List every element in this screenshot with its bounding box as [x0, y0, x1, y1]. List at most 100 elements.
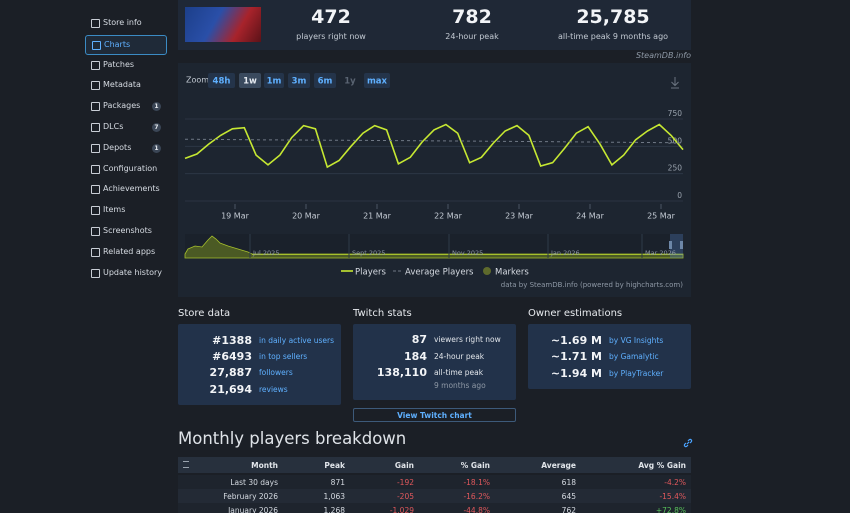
sidebar-icon [91, 19, 100, 28]
navigator-label: Nov 2025 [452, 249, 483, 257]
sidebar-item[interactable]: Update history [85, 264, 167, 284]
sidebar-item[interactable]: DLCs 7 [85, 118, 167, 138]
sidebar-label: Depots [103, 142, 132, 152]
average-line [184, 138, 684, 144]
panel-value: 138,110 [376, 366, 427, 379]
source-label: SteamDB.info [635, 51, 691, 60]
sidebar-icon [91, 227, 100, 236]
panel-label: reviews [259, 385, 288, 394]
zoom-button[interactable] [364, 73, 390, 88]
zoom-option: 1w [243, 77, 257, 87]
panel-value: 27,887 [209, 366, 252, 379]
navigator-area [184, 235, 684, 259]
table-cell: -18.1% [463, 478, 490, 487]
panel-value: 87 [411, 333, 427, 346]
column-header[interactable]: Avg % Gain [638, 461, 686, 470]
panel-label: followers [259, 368, 293, 377]
navigator-label: Jan 2026 [550, 249, 580, 257]
zoom-option: max [367, 77, 388, 87]
panel-value: 184 [404, 350, 427, 363]
table-cell: 618 [561, 478, 576, 487]
table-cell: 871 [330, 478, 345, 487]
sort-icon [183, 461, 189, 468]
sidebar-item[interactable]: Configuration [85, 160, 167, 180]
table-cell: 762 [561, 506, 576, 513]
table-cell: February 2026 [223, 492, 278, 501]
table-cell: +72.8% [655, 506, 686, 513]
info-panel [353, 324, 516, 400]
table-row [178, 503, 691, 513]
sidebar-label: Store info [103, 18, 142, 27]
sidebar-label: DLCs [103, 122, 124, 131]
sidebar-label: Configuration [103, 163, 158, 173]
table-row [178, 489, 691, 503]
sidebar-item[interactable]: Packages 1 [85, 97, 167, 117]
legend-swatch [483, 267, 491, 275]
stat-label: 24-hour peak [445, 32, 499, 41]
panel-label: all-time peak [434, 368, 484, 377]
sidebar-badge: 1 [152, 102, 161, 112]
zoom-option: 1m [267, 77, 282, 87]
panel-label: in daily active users [259, 336, 335, 345]
table-cell: -4.2% [664, 478, 686, 487]
sidebar-icon [91, 81, 100, 91]
column-header[interactable]: Average [541, 461, 576, 470]
stat-label: players right now [296, 32, 366, 41]
sidebar-label: Achievements [103, 184, 160, 194]
sidebar-icon [91, 60, 100, 70]
table-cell: -192 [396, 478, 414, 487]
zoom-button[interactable] [208, 73, 235, 88]
y-tick-label: 250 [668, 164, 683, 173]
download-icon [671, 77, 679, 89]
table-cell: -15.4% [659, 492, 686, 501]
column-header[interactable]: Gain [394, 461, 414, 470]
sidebar-item[interactable]: Achievements [85, 180, 167, 200]
panel-label: by Gamalytic [609, 352, 659, 361]
x-tick-label: 23 Mar [505, 212, 534, 221]
zoom-button[interactable] [314, 73, 336, 88]
sidebar-item[interactable]: Screenshots [85, 222, 167, 242]
column-header[interactable]: % Gain [460, 461, 490, 470]
sidebar-item[interactable]: Store info [85, 14, 167, 34]
sidebar-item[interactable]: Charts [85, 34, 167, 55]
chart-panel: Zoom 48h 1w 1m 3m 6m 1y max 0 250 500 750 19 Mar 20 M… [178, 63, 691, 297]
column-header[interactable]: Peak [324, 461, 345, 470]
sidebar-item[interactable]: Metadata [85, 76, 167, 96]
zoom-button[interactable] [288, 73, 310, 88]
panel-value: 21,694 [209, 383, 252, 396]
panel-title: Twitch stats [353, 308, 412, 319]
sidebar-label: Items [103, 205, 126, 215]
sidebar-item[interactable]: Depots 1 [85, 139, 167, 159]
zoom-option: 48h [213, 77, 231, 87]
twitch-note: 9 months ago [434, 381, 486, 390]
y-tick-label: 750 [668, 109, 683, 118]
stat-value: 25,785 [576, 6, 650, 28]
x-tick-label: 20 Mar [292, 212, 321, 221]
zoom-button[interactable] [264, 73, 284, 88]
panel-title: Owner estimations [528, 308, 623, 319]
sidebar-item[interactable]: Patches [85, 56, 167, 76]
players-line [184, 123, 684, 169]
panel-value: ~1.69 M [550, 334, 602, 347]
sidebar-icon [91, 268, 100, 278]
game-thumbnail [185, 7, 261, 42]
x-tick-label: 19 Mar [221, 212, 250, 221]
zoom-button[interactable] [239, 73, 261, 88]
link-icon[interactable] [683, 433, 693, 448]
panel-value: #1388 [212, 334, 252, 347]
chart-credit: data by SteamDB.info (powered by highcha… [501, 281, 683, 289]
sidebar-item[interactable]: Items [85, 201, 167, 221]
column-header[interactable]: Month [251, 461, 278, 470]
table-cell: -44.8% [463, 506, 490, 513]
sidebar-icon [92, 40, 101, 50]
x-tick-label: 21 Mar [363, 212, 392, 221]
sidebar-item[interactable]: Related apps [85, 243, 167, 263]
panel-value: ~1.71 M [550, 350, 602, 363]
twitch-button[interactable]: View Twitch chart [353, 408, 516, 422]
navigator-handle [680, 241, 683, 249]
stat-value: 472 [311, 6, 351, 28]
stats-panel [178, 0, 691, 50]
sidebar-icon [91, 123, 100, 132]
legend-label: Players [355, 268, 386, 278]
